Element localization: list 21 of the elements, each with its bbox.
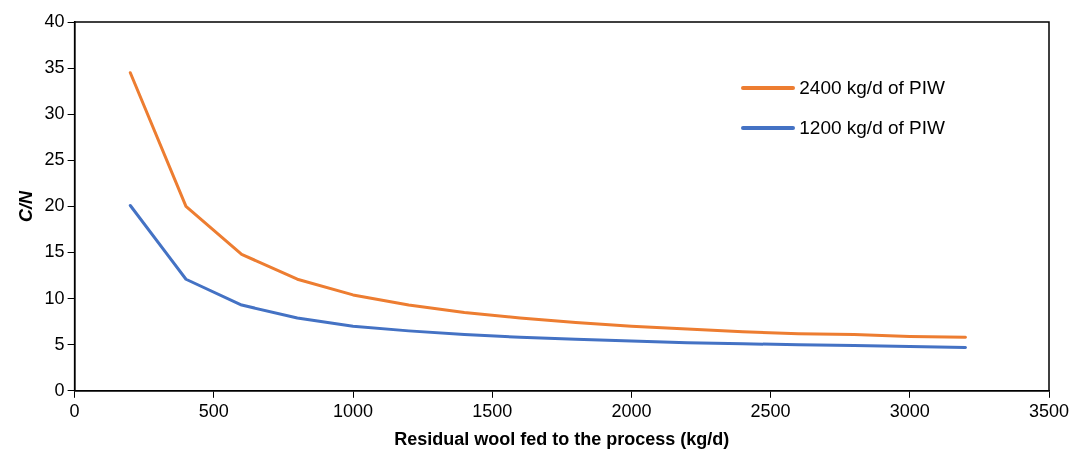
- x-tick-label: 3500: [1028, 400, 1070, 421]
- x-tick-label: 2000: [611, 400, 652, 421]
- x-axis-title: Residual wool fed to the process (kg/d): [394, 429, 730, 450]
- legend-label: 1200 kg/d of PIW: [799, 117, 945, 139]
- y-tick-label: 20: [44, 195, 65, 216]
- y-tick-label: 0: [54, 379, 65, 400]
- x-tick-label: 500: [198, 400, 229, 421]
- y-tick-label: 35: [44, 57, 65, 78]
- y-tick-label: 25: [44, 149, 65, 170]
- legend-label: 2400 kg/d of PIW: [799, 77, 945, 99]
- y-tick-label: 5: [54, 333, 65, 354]
- x-tick-label: 2500: [750, 400, 791, 421]
- x-tick-label: 3000: [889, 400, 930, 421]
- x-tick-label: 1000: [332, 400, 374, 421]
- y-tick-label: 10: [44, 287, 65, 308]
- y-axis-title: C/N: [15, 189, 36, 222]
- y-tick-label: 40: [44, 10, 65, 31]
- x-tick-label: 0: [69, 400, 80, 421]
- x-tick-label: 1500: [472, 400, 513, 421]
- y-tick-label: 15: [44, 241, 65, 262]
- y-tick-label: 30: [44, 103, 65, 124]
